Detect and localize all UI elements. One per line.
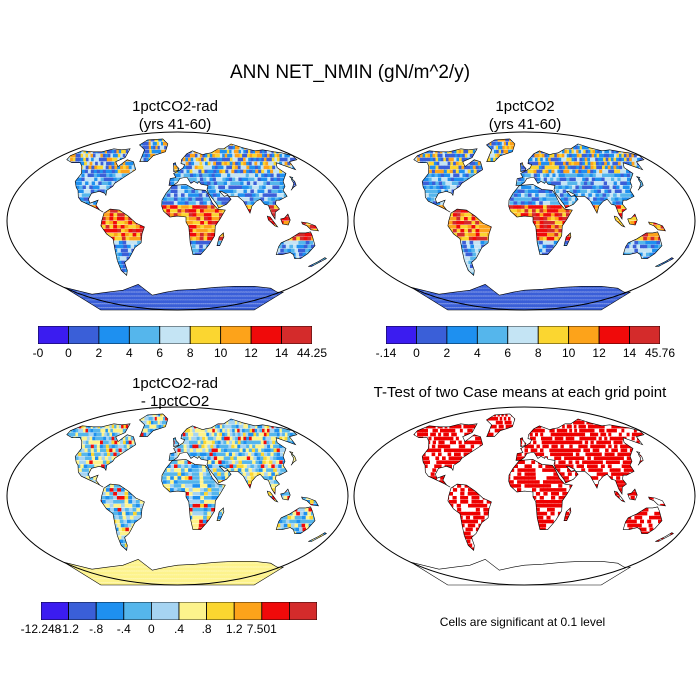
colorbar-tick-label: 8 [186,346,194,360]
colorbar-tick-label: 10 [561,346,576,360]
colorbar-tick-label: 0 [65,346,72,360]
map-panel-1pctco2 [353,131,696,311]
colorbar-swatch [128,326,161,344]
panel-title-2-line-1: 1pctCO2 [495,98,555,115]
colorbar-labels-3: -12.248 -1.2 -.8 -.4 0 .4 .8 1.2 7.501 [21,622,317,638]
colorbar-1pctco2 [386,326,660,344]
colorbar-tick-label: 0 [413,346,420,360]
colorbar-1pctco2-rad [38,326,312,344]
colorbar-tick-label: 44.25 [296,346,328,360]
colorbar-swatch [206,602,235,620]
colorbar-swatch [598,326,630,344]
colorbar-tick-label: 2 [443,346,451,360]
colorbar-swatch [233,602,263,620]
colorbar-swatch [250,326,282,344]
colorbar-swatch [95,602,125,620]
colorbar-swatch [159,326,191,344]
map-panel-difference [6,406,349,586]
colorbar-swatch [98,326,130,344]
colorbar-labels-2: -.14 0 2 4 6 8 10 12 14 45.76 [376,346,675,362]
colorbar-swatch [537,326,570,344]
colorbar-tick-label: 0 [148,622,155,636]
colorbar-tick-label: -.14 [375,346,397,360]
panel-title-1: 1pctCO2-rad (yrs 41-60) [40,98,310,134]
colorbar-swatch [507,326,539,344]
panel-title-4-line-1: T-Test of two Case means at each grid po… [373,384,667,401]
colorbar-swatch [123,602,152,620]
colorbar-swatch [281,326,312,344]
colorbar-tick-label: 1.2 [225,622,243,636]
panel-title-4: T-Test of two Case means at each grid po… [350,384,690,402]
panel-title-1-line-1: 1pctCO2-rad [132,98,218,115]
colorbar-tick-label: 7.501 [246,622,277,636]
colorbar-tick-label: 10 [213,346,228,360]
colorbar-tick-label: -.4 [116,622,131,636]
colorbar-swatch [178,602,208,620]
panel-title-3-line-1: 1pctCO2-rad [132,375,218,392]
colorbar-tick-label: 6 [156,346,164,360]
colorbar-tick-label: 4 [473,346,481,360]
panel-title-2-line-2: (yrs 41-60) [488,116,562,133]
colorbar-tick-label: -1.2 [58,622,79,636]
colorbar-swatch [476,326,509,344]
colorbar-swatch [220,326,252,344]
figure-title: ANN NET_NMIN (gN/m^2/y) [229,62,471,83]
ttest-note: Cells are significant at 0.1 level [439,615,606,629]
colorbar-tick-label: 45.76 [644,346,676,360]
colorbar-swatch [68,602,97,620]
colorbar-tick-label: .8 [201,622,212,636]
colorbar-tick-label: -.8 [89,622,104,636]
colorbar-difference [41,602,317,620]
colorbar-tick-label: .4 [173,622,185,636]
panel-title-3: 1pctCO2-rad - 1pctCO2 [40,375,310,411]
colorbar-tick-label: 2 [95,346,103,360]
colorbar-tick-label: 4 [125,346,133,360]
colorbar-swatch [288,602,317,620]
colorbar-swatch [416,326,448,344]
colorbar-tick-label: 8 [534,346,542,360]
colorbar-swatch [446,326,478,344]
colorbar-swatch [386,326,417,344]
colorbar-swatch [189,326,222,344]
colorbar-swatch [568,326,600,344]
colorbar-tick-label: 12 [592,346,606,360]
map-panel-ttest [353,406,696,586]
colorbar-tick-label: -0 [32,346,44,360]
colorbar-tick-label: 14 [274,346,289,360]
panel-title-2: 1pctCO2 (yrs 41-60) [390,98,660,134]
colorbar-swatch [68,326,100,344]
colorbar-tick-label: 12 [244,346,258,360]
colorbar-swatch [38,326,69,344]
panel-title-1-line-2: (yrs 41-60) [138,116,212,133]
colorbar-swatch [41,602,70,620]
colorbar-swatch [261,602,290,620]
map-panel-1pctco2-rad [6,131,349,311]
colorbar-swatch [629,326,660,344]
colorbar-tick-label: -12.248 [20,622,62,636]
colorbar-tick-label: 14 [622,346,637,360]
colorbar-labels-1: -0 0 2 4 6 8 10 12 14 44.25 [33,346,327,362]
colorbar-swatch [151,602,180,620]
panel-title-3-line-2: - 1pctCO2 [140,393,210,410]
colorbar-tick-label: 6 [504,346,512,360]
